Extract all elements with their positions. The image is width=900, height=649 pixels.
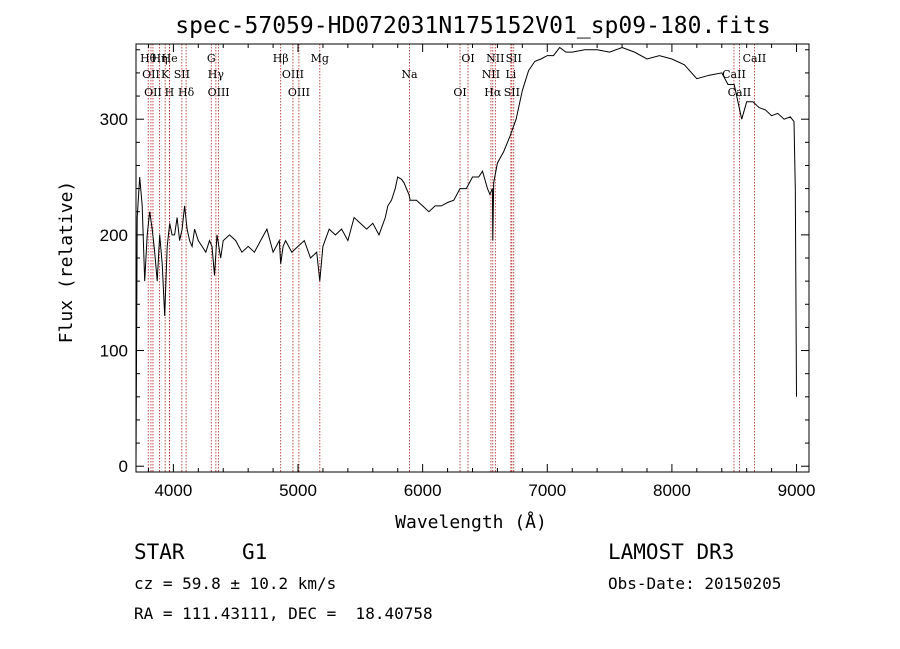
object-subclass: G1	[242, 540, 268, 564]
marker-label: Hβ	[273, 52, 289, 65]
marker-label: He	[162, 52, 178, 65]
marker-label: Hθ	[140, 52, 157, 65]
x-tick-label: 4000	[154, 481, 192, 500]
marker-label: CaII	[743, 52, 767, 65]
marker-label: Hγ	[208, 68, 225, 81]
redshift-readout: cz = 59.8 ± 10.2 km/s	[134, 574, 337, 593]
marker-label: Mg	[311, 52, 329, 65]
spectrum-line	[135, 46, 797, 467]
chart-title: spec-57059-HD072031N175152V01_sp09-180.f…	[175, 13, 770, 39]
x-axis-label: Wavelength (Å)	[395, 511, 547, 533]
y-tick-label: 300	[100, 110, 128, 129]
coordinates-readout: RA = 111.43111, DEC = 18.40758	[134, 604, 433, 623]
marker-label: CaII	[722, 68, 746, 81]
marker-label: H	[165, 86, 175, 99]
marker-label: G	[207, 52, 216, 65]
marker-label: OIII	[282, 68, 304, 81]
y-tick-label: 0	[119, 457, 128, 476]
object-class: STAR	[134, 540, 185, 564]
marker-label: NII	[482, 68, 500, 81]
marker-label: Hα	[484, 86, 502, 99]
marker-label: SII	[504, 86, 520, 99]
marker-label: OII	[142, 68, 160, 81]
plot-frame	[135, 43, 810, 473]
marker-label: Hδ	[178, 86, 195, 99]
line-marker-labels: Hθ OII OII Hη KH He SII Hδ G Hγ OIII Hβ OIII OIII Mg Na…	[140, 52, 766, 99]
marker-label: OII	[144, 86, 162, 99]
spectrum-chart: spec-57059-HD072031N175152V01_sp09-180.f…	[56, 13, 816, 533]
marker-label: OI	[453, 86, 466, 99]
y-tick-label: 200	[100, 226, 128, 245]
marker-label: OIII	[288, 86, 310, 99]
marker-label: Hη	[151, 52, 167, 65]
observation-date: Obs-Date: 20150205	[608, 574, 782, 593]
x-tick-label: 7000	[528, 481, 566, 500]
marker-label: OIII	[208, 86, 230, 99]
marker-label: Li	[505, 68, 516, 81]
x-axis: 4000 5000 6000 7000 8000 9000	[147, 44, 816, 500]
marker-label: SII	[506, 52, 522, 65]
x-tick-label: 9000	[778, 481, 816, 500]
y-axis: 0 100 200 300	[100, 49, 809, 476]
marker-label: SII	[174, 68, 190, 81]
marker-label: Na	[401, 68, 418, 81]
marker-label: CaII	[728, 86, 752, 99]
x-tick-label: 8000	[653, 481, 691, 500]
marker-label: OI	[461, 52, 474, 65]
marker-label: K	[161, 68, 170, 81]
x-tick-label: 5000	[279, 481, 317, 500]
y-tick-label: 100	[100, 342, 128, 361]
line-markers	[147, 44, 755, 472]
x-tick-label: 6000	[404, 481, 442, 500]
y-axis-label: Flux (relative)	[56, 181, 77, 344]
survey-name: LAMOST DR3	[608, 540, 735, 564]
marker-label: NII	[486, 52, 504, 65]
